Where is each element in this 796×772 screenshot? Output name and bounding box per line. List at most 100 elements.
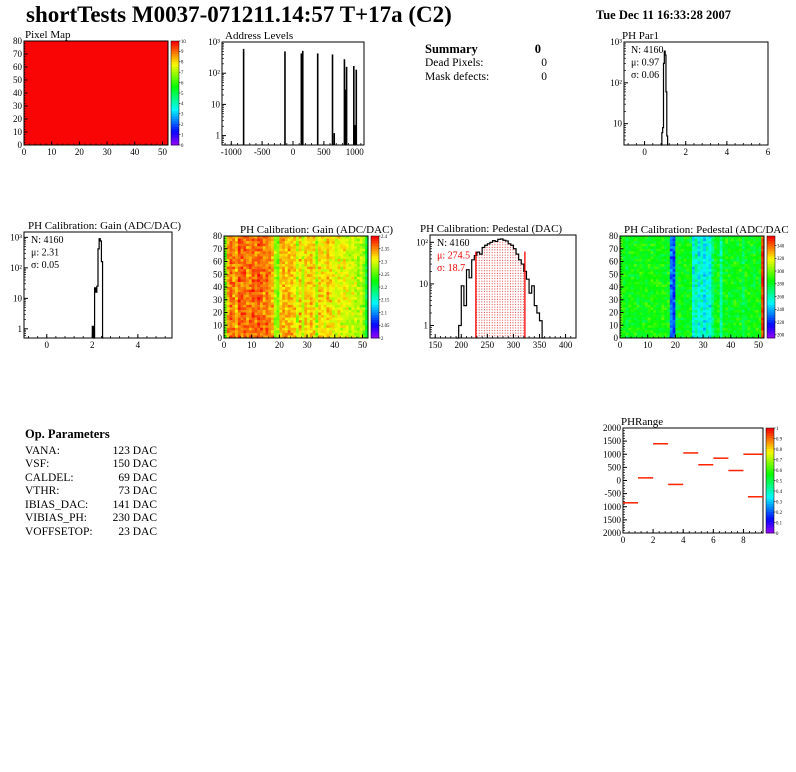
svg-text:500: 500: [608, 462, 622, 472]
svg-text:30: 30: [303, 340, 313, 350]
svg-text:-1000: -1000: [221, 147, 242, 157]
op-param-row-vibias-ph: VIBIAS_PH: 230 DAC: [25, 512, 157, 524]
svg-text:2: 2: [90, 340, 95, 350]
op-param-row-vana: VANA: 123 DAC: [25, 444, 157, 457]
svg-text:350: 350: [533, 340, 547, 350]
svg-text:0: 0: [614, 333, 619, 343]
svg-text:4: 4: [181, 102, 184, 107]
summary-value: 0: [534, 42, 541, 56]
svg-text:4: 4: [681, 535, 686, 545]
svg-text:2: 2: [683, 147, 688, 157]
svg-text:10: 10: [247, 340, 257, 350]
svg-text:50: 50: [213, 269, 223, 279]
svg-text:μ: 0.97: μ: 0.97: [631, 58, 659, 69]
svg-text:10: 10: [609, 320, 619, 330]
svg-text:7: 7: [181, 71, 184, 76]
svg-text:2000: 2000: [603, 423, 622, 433]
svg-text:PH Calibration: Pedestal (ADC/: PH Calibration: Pedestal (ADC/DAC: [624, 224, 789, 236]
svg-text:6: 6: [766, 147, 771, 157]
svg-text:30: 30: [213, 295, 223, 305]
svg-text:10: 10: [13, 127, 23, 137]
svg-text:1000: 1000: [346, 147, 365, 157]
svg-text:2.35: 2.35: [381, 248, 390, 253]
svg-text:0: 0: [618, 340, 623, 350]
svg-text:10: 10: [419, 279, 429, 289]
svg-text:220: 220: [777, 321, 785, 326]
svg-text:μ: 274.5: μ: 274.5: [437, 251, 470, 262]
svg-text:0: 0: [291, 147, 296, 157]
svg-text:10²: 10²: [610, 78, 622, 88]
svg-text:0: 0: [22, 147, 27, 157]
svg-text:30: 30: [699, 340, 709, 350]
svg-text:10: 10: [13, 293, 23, 303]
svg-text:10: 10: [181, 40, 186, 45]
svg-text:σ: 18.7: σ: 18.7: [437, 263, 465, 274]
op-param-row-vsf: VSF: 150 DAC: [25, 458, 157, 470]
svg-text:2.2: 2.2: [381, 286, 388, 291]
svg-text:20: 20: [275, 340, 285, 350]
svg-text:6: 6: [711, 535, 716, 545]
ph-par1-chart: 0 2 4 6 10 10² 10³ N: 4160 μ: 0.97σ: 0.06 PH Par1: [610, 30, 771, 157]
svg-text:2.05: 2.05: [381, 324, 390, 329]
svg-text:1: 1: [18, 324, 23, 334]
svg-text:PH Calibration: Gain (ADC/DAC): PH Calibration: Gain (ADC/DAC): [240, 224, 393, 236]
svg-text:Pixel Map: Pixel Map: [25, 29, 71, 41]
ph-range-chart: 0 2 4 6 82000150010005000-50010001500200010.…: [603, 416, 783, 545]
svg-text:10: 10: [643, 340, 653, 350]
svg-text:10²: 10²: [10, 263, 22, 273]
svg-text:20: 20: [75, 147, 85, 157]
svg-text:500: 500: [317, 147, 331, 157]
svg-text:5: 5: [181, 92, 184, 97]
svg-text:40: 40: [130, 147, 140, 157]
svg-text:30: 30: [609, 295, 619, 305]
svg-text:10²: 10²: [208, 68, 220, 78]
op-parameters-title: Op. Parameters: [25, 427, 110, 441]
pedestal-histogram-chart: 150 200 250 300 350 400 1 10 10² N: 4160 μ: 274.5σ…: [416, 223, 577, 350]
svg-text:30: 30: [103, 147, 113, 157]
svg-text:40: 40: [13, 88, 23, 98]
svg-text:40: 40: [609, 282, 619, 292]
svg-text:Address Levels: Address Levels: [225, 30, 293, 42]
svg-text:80: 80: [13, 36, 23, 46]
address-levels-chart: -1000 -500 0 500 1000 1 10 10² 10³ Address Levels: [208, 30, 365, 157]
svg-text:0: 0: [617, 476, 622, 486]
svg-text:0: 0: [222, 340, 227, 350]
svg-text:-500: -500: [605, 489, 622, 499]
svg-text:20: 20: [609, 308, 619, 318]
svg-text:10: 10: [211, 99, 221, 109]
svg-text:PH Calibration: Gain (ADC/DAC): PH Calibration: Gain (ADC/DAC): [28, 220, 181, 232]
svg-text:3: 3: [181, 113, 184, 118]
summary-title: Summary: [425, 42, 478, 56]
svg-text:10³: 10³: [10, 232, 22, 242]
svg-text:280: 280: [777, 283, 785, 288]
svg-text:0: 0: [621, 535, 626, 545]
svg-text:2.4: 2.4: [381, 235, 388, 240]
svg-text:1: 1: [424, 320, 429, 330]
svg-text:50: 50: [158, 147, 168, 157]
svg-text:50: 50: [13, 75, 23, 85]
svg-text:N: 4160: N: 4160: [437, 238, 470, 249]
svg-text:320: 320: [777, 257, 785, 262]
svg-text:N: 4160: N: 4160: [31, 235, 64, 246]
svg-text:250: 250: [481, 340, 495, 350]
timestamp: Tue Dec 11 16:33:28 2007: [596, 8, 731, 22]
svg-text:200: 200: [455, 340, 469, 350]
svg-text:200: 200: [777, 334, 785, 339]
svg-text:1: 1: [181, 133, 184, 138]
svg-text:μ: 2.31: μ: 2.31: [31, 248, 59, 259]
svg-text:N: 4160: N: 4160: [631, 45, 664, 56]
svg-text:2.3: 2.3: [381, 260, 388, 265]
svg-text:2.25: 2.25: [381, 273, 390, 278]
svg-text:40: 40: [726, 340, 736, 350]
svg-text:10²: 10²: [416, 237, 428, 247]
svg-text:1500: 1500: [603, 515, 622, 525]
svg-text:10: 10: [47, 147, 57, 157]
svg-text:40: 40: [330, 340, 340, 350]
svg-text:8: 8: [181, 61, 184, 66]
svg-text:4: 4: [725, 147, 730, 157]
svg-text:8: 8: [741, 535, 746, 545]
svg-text:1000: 1000: [603, 502, 622, 512]
svg-text:2000: 2000: [603, 528, 622, 538]
